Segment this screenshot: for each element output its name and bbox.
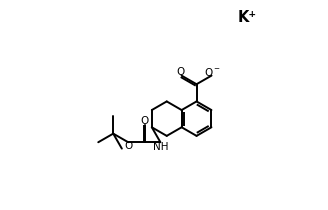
Text: O$^-$: O$^-$ xyxy=(204,66,221,78)
Text: K⁺: K⁺ xyxy=(237,10,256,25)
Text: O: O xyxy=(124,142,132,151)
Text: O: O xyxy=(177,67,185,77)
Text: NH: NH xyxy=(153,142,169,152)
Text: O: O xyxy=(141,116,149,126)
